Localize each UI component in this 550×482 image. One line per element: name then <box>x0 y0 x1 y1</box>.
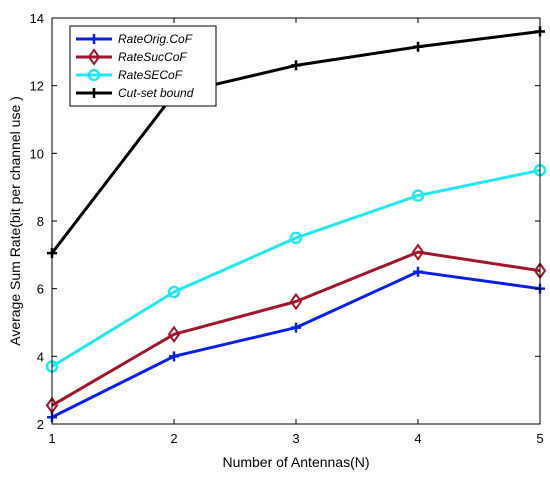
legend-marker <box>89 34 99 44</box>
data-point-ratesuccof <box>289 292 303 311</box>
data-point-ratesecof <box>167 285 181 299</box>
x-tick-label: 2 <box>170 431 177 446</box>
data-point-rateorig-cof <box>169 351 179 362</box>
x-axis-label: Number of Antennas(N) <box>222 454 369 470</box>
data-point-ratesuccof <box>411 243 425 261</box>
y-tick-label: 6 <box>37 282 44 297</box>
data-point-ratesecof <box>411 189 425 202</box>
x-tick-label: 1 <box>48 431 55 446</box>
x-tick-label: 3 <box>292 431 299 446</box>
legend-marker <box>89 88 99 98</box>
data-point-rateorig-cof <box>413 266 423 277</box>
legend-item-ratesuccof: RateSucCoF <box>76 48 187 66</box>
data-point-rateorig-cof <box>291 322 301 333</box>
legend-marker <box>87 48 101 66</box>
y-tick-label: 4 <box>37 349 44 364</box>
y-tick-label: 10 <box>30 146 44 161</box>
legend-item-rateorig-cof: RateOrig.CoF <box>76 32 193 46</box>
legend-marker <box>87 68 101 82</box>
series-line-ratesuccof <box>51 250 541 407</box>
data-point-cut-set-bound <box>291 60 301 71</box>
y-tick-label: 12 <box>30 79 44 94</box>
y-tick-label: 14 <box>30 11 44 26</box>
legend-label: RateOrig.CoF <box>118 32 193 46</box>
legend-label: RateSucCoF <box>118 50 187 64</box>
legend-item-cut-set-bound: Cut-set bound <box>76 86 194 100</box>
x-tick-label: 5 <box>536 431 543 446</box>
x-tick-label: 4 <box>414 431 421 446</box>
data-point-ratesuccof <box>167 325 181 344</box>
y-tick-label: 2 <box>37 417 44 432</box>
data-point-cut-set-bound <box>413 41 423 52</box>
legend: RateOrig.CoF RateSucCoF RateSECoF Cut-set b… <box>69 25 217 107</box>
series-line-ratesecof <box>51 168 541 368</box>
legend-label: Cut-set bound <box>118 86 194 100</box>
y-tick-label: 8 <box>37 214 44 229</box>
y-axis-label: Average Sum Rate(bit per channel use ) <box>7 96 23 346</box>
legend-label: RateSECoF <box>118 68 183 82</box>
legend-item-ratesecof: RateSECoF <box>76 68 183 82</box>
data-point-ratesecof <box>289 231 303 245</box>
